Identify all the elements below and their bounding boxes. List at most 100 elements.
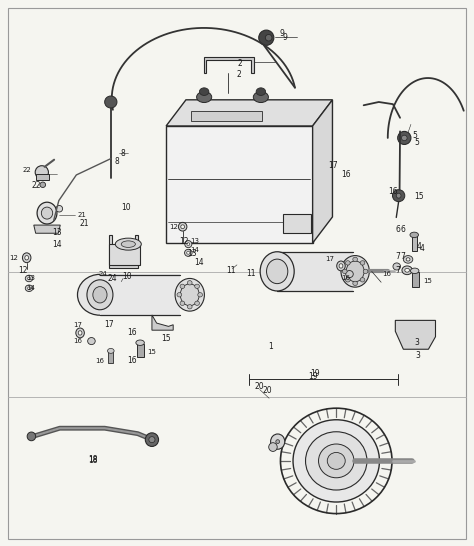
Text: 10: 10 bbox=[122, 272, 132, 281]
Text: 14: 14 bbox=[27, 285, 36, 291]
Text: 16: 16 bbox=[388, 187, 398, 196]
Text: 20: 20 bbox=[263, 385, 273, 395]
Ellipse shape bbox=[187, 305, 192, 309]
Ellipse shape bbox=[402, 266, 412, 275]
Text: 12: 12 bbox=[170, 224, 178, 230]
Text: 12: 12 bbox=[179, 237, 189, 246]
Ellipse shape bbox=[392, 189, 405, 201]
Text: 8: 8 bbox=[120, 149, 125, 158]
Ellipse shape bbox=[181, 225, 184, 229]
Text: 13: 13 bbox=[52, 228, 61, 236]
Text: 18: 18 bbox=[88, 455, 98, 464]
Text: 19: 19 bbox=[308, 372, 318, 381]
Ellipse shape bbox=[93, 287, 107, 303]
Text: 12: 12 bbox=[18, 266, 27, 275]
Ellipse shape bbox=[185, 241, 192, 248]
Ellipse shape bbox=[346, 278, 350, 282]
Text: 4: 4 bbox=[417, 242, 421, 251]
Ellipse shape bbox=[184, 250, 192, 257]
Text: 18: 18 bbox=[88, 456, 98, 465]
Ellipse shape bbox=[346, 271, 353, 277]
Ellipse shape bbox=[200, 88, 209, 96]
Text: 2: 2 bbox=[236, 70, 241, 79]
Text: 16: 16 bbox=[128, 328, 137, 337]
Ellipse shape bbox=[198, 293, 202, 297]
Ellipse shape bbox=[76, 328, 84, 338]
Text: 15: 15 bbox=[415, 192, 424, 201]
Ellipse shape bbox=[121, 241, 136, 247]
Text: 20: 20 bbox=[255, 382, 264, 391]
Bar bbox=[412, 236, 417, 251]
Ellipse shape bbox=[115, 238, 141, 250]
Ellipse shape bbox=[37, 202, 57, 224]
Ellipse shape bbox=[177, 293, 182, 297]
Bar bbox=[109, 351, 113, 363]
Ellipse shape bbox=[27, 287, 30, 289]
Ellipse shape bbox=[276, 440, 280, 443]
Polygon shape bbox=[204, 57, 254, 73]
Text: 14: 14 bbox=[194, 258, 204, 266]
Text: 15: 15 bbox=[161, 334, 171, 343]
Text: 21: 21 bbox=[78, 212, 87, 218]
Text: 16: 16 bbox=[341, 170, 351, 180]
Ellipse shape bbox=[346, 261, 350, 265]
Ellipse shape bbox=[339, 264, 343, 268]
Text: 21: 21 bbox=[79, 219, 89, 228]
Bar bbox=[166, 126, 313, 243]
Ellipse shape bbox=[410, 232, 419, 238]
Bar bbox=[109, 244, 140, 265]
Ellipse shape bbox=[22, 253, 31, 263]
Text: 17: 17 bbox=[325, 257, 334, 263]
Ellipse shape bbox=[341, 256, 369, 287]
Ellipse shape bbox=[149, 437, 155, 443]
Ellipse shape bbox=[136, 340, 145, 346]
Text: 2: 2 bbox=[237, 60, 242, 68]
Text: 5: 5 bbox=[414, 138, 419, 147]
Ellipse shape bbox=[337, 261, 345, 271]
Ellipse shape bbox=[180, 301, 185, 305]
Text: 6: 6 bbox=[400, 225, 405, 234]
Bar bbox=[412, 272, 419, 287]
Text: 11: 11 bbox=[246, 269, 256, 277]
Ellipse shape bbox=[78, 331, 82, 335]
Ellipse shape bbox=[293, 420, 380, 502]
Ellipse shape bbox=[363, 269, 368, 274]
Ellipse shape bbox=[265, 34, 272, 41]
Ellipse shape bbox=[259, 30, 274, 45]
Ellipse shape bbox=[401, 135, 407, 141]
Text: 17: 17 bbox=[105, 321, 114, 329]
Ellipse shape bbox=[108, 348, 114, 353]
Ellipse shape bbox=[346, 261, 364, 282]
Ellipse shape bbox=[40, 182, 46, 187]
Ellipse shape bbox=[180, 284, 185, 288]
Ellipse shape bbox=[87, 280, 113, 310]
Ellipse shape bbox=[25, 275, 33, 282]
Text: 4: 4 bbox=[420, 244, 425, 253]
Ellipse shape bbox=[27, 432, 36, 441]
Ellipse shape bbox=[398, 132, 411, 145]
Text: 24: 24 bbox=[99, 271, 108, 277]
Text: 1: 1 bbox=[268, 342, 273, 351]
Ellipse shape bbox=[405, 269, 410, 272]
Text: 7: 7 bbox=[400, 252, 405, 261]
Ellipse shape bbox=[77, 274, 122, 315]
Text: 7: 7 bbox=[395, 266, 400, 275]
Polygon shape bbox=[109, 235, 138, 268]
Ellipse shape bbox=[403, 256, 413, 263]
Text: 16: 16 bbox=[128, 355, 137, 365]
Ellipse shape bbox=[396, 193, 401, 198]
Ellipse shape bbox=[187, 281, 192, 285]
Bar bbox=[137, 345, 144, 358]
Ellipse shape bbox=[56, 205, 63, 212]
Text: 7: 7 bbox=[395, 252, 400, 261]
Ellipse shape bbox=[306, 432, 367, 490]
Text: 16: 16 bbox=[341, 275, 350, 281]
Ellipse shape bbox=[187, 243, 190, 246]
Text: 24: 24 bbox=[107, 274, 117, 283]
Ellipse shape bbox=[105, 96, 117, 108]
Ellipse shape bbox=[393, 263, 401, 270]
Text: 16: 16 bbox=[382, 271, 391, 277]
Ellipse shape bbox=[271, 434, 285, 449]
Bar bbox=[36, 174, 49, 180]
Ellipse shape bbox=[27, 277, 30, 280]
